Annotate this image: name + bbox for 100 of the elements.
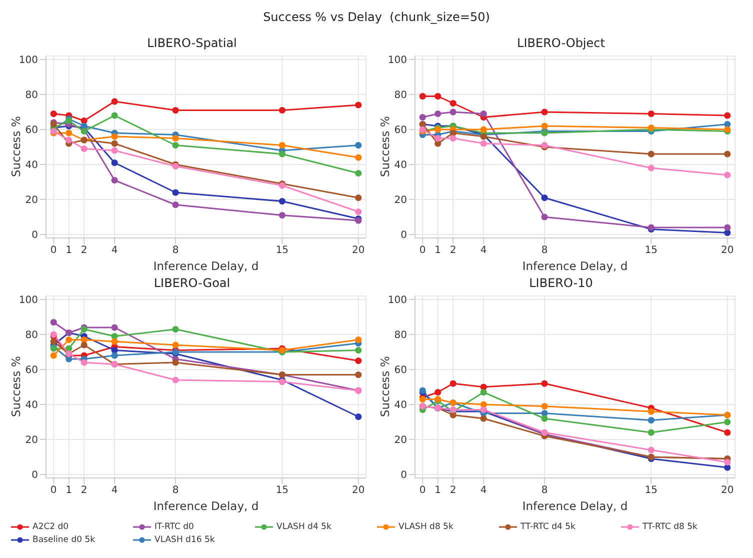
y-tick-label: 0 <box>400 470 407 482</box>
point <box>724 120 731 128</box>
point <box>66 336 72 344</box>
x-tick-label: 1 <box>434 485 442 496</box>
x-axis-title: Inference Delay, d <box>153 499 259 513</box>
x-tick-label: 15 <box>276 245 289 256</box>
point <box>434 92 442 100</box>
x-tick-label: 20 <box>352 245 365 256</box>
y-tick-label: 20 <box>394 195 407 206</box>
x-tick-label: 8 <box>541 245 548 256</box>
point <box>450 380 456 387</box>
legend-label: A2C2 d0 <box>32 522 69 532</box>
point <box>648 446 654 454</box>
x-tick-label: 2 <box>450 485 456 496</box>
point <box>172 134 179 142</box>
point <box>724 464 731 471</box>
point <box>50 338 57 345</box>
point <box>80 336 88 344</box>
point <box>172 106 179 114</box>
point <box>419 114 426 121</box>
point <box>172 142 179 149</box>
point <box>278 212 286 219</box>
x-axis-title: Inference Delay, d <box>522 259 628 273</box>
point <box>541 410 548 417</box>
x-tick-label: 1 <box>66 245 72 256</box>
point <box>450 100 456 107</box>
point <box>450 134 456 142</box>
point <box>648 408 654 415</box>
x-tick-label: 8 <box>541 485 548 496</box>
point <box>278 198 286 205</box>
x-tick-label: 15 <box>276 485 289 496</box>
y-tick-label: 40 <box>25 400 38 412</box>
point <box>355 413 362 420</box>
x-tick-label: 1 <box>66 485 72 496</box>
x-tick-label: 0 <box>419 485 426 496</box>
chart-title: LIBERO-Object <box>516 36 606 52</box>
point <box>724 458 731 466</box>
point <box>172 359 179 366</box>
point <box>111 147 118 154</box>
point <box>172 376 179 384</box>
y-axis-title: Success % <box>9 116 24 177</box>
legend-label: IT-RTC d0 <box>154 522 194 532</box>
point <box>111 346 118 354</box>
chart-title: LIBERO-Goal <box>152 276 232 292</box>
y-tick-label: 100 <box>18 55 38 66</box>
x-tick-label: 2 <box>80 485 88 496</box>
point <box>648 429 654 436</box>
y-axis-title: Success % <box>378 356 392 417</box>
point <box>355 371 362 378</box>
point <box>541 402 548 410</box>
point <box>480 126 487 133</box>
x-tick-label: 4 <box>480 245 487 256</box>
point <box>50 352 57 359</box>
point <box>480 140 487 147</box>
point <box>278 150 286 158</box>
legend-label: VLASH d16 5k <box>154 534 215 544</box>
point <box>111 176 118 184</box>
point <box>355 336 362 344</box>
point <box>724 429 731 436</box>
point <box>434 388 442 396</box>
point <box>66 136 72 144</box>
text: Success % vs Delay (chunk_size=50) <box>262 9 491 26</box>
x-tick-label: 0 <box>419 245 426 256</box>
point <box>541 380 548 387</box>
x-tick-label: 0 <box>50 485 57 496</box>
y-tick-label: 80 <box>394 330 407 342</box>
point <box>355 357 362 364</box>
point <box>355 194 362 202</box>
legend-label: TT-RTC d8 5k <box>642 522 698 532</box>
y-axis-title: Success % <box>9 356 24 417</box>
point <box>172 326 179 333</box>
point <box>80 145 88 152</box>
y-tick-label: 100 <box>18 295 38 306</box>
point <box>355 170 362 177</box>
point <box>355 154 362 161</box>
point <box>80 117 88 124</box>
y-tick-label: 100 <box>388 55 407 66</box>
y-tick-label: 60 <box>394 365 407 376</box>
point <box>111 140 118 147</box>
x-tick-label: 20 <box>721 245 734 256</box>
point <box>450 108 456 116</box>
point <box>111 112 118 119</box>
y-tick-label: 80 <box>25 330 38 342</box>
x-tick-label: 15 <box>644 485 658 496</box>
y-tick-label: 20 <box>25 435 38 446</box>
x-tick-label: 1 <box>434 245 442 256</box>
point <box>111 332 118 340</box>
point <box>541 194 548 202</box>
x-axis-title: Inference Delay, d <box>153 259 259 273</box>
y-tick-label: 60 <box>394 125 407 136</box>
y-tick-label: 0 <box>32 470 38 482</box>
x-tick-label: 2 <box>450 245 456 256</box>
point <box>355 102 362 108</box>
point <box>111 324 118 331</box>
y-tick-label: 20 <box>25 195 38 206</box>
x-tick-label: 20 <box>352 485 365 496</box>
point <box>724 112 731 119</box>
y-tick-label: 40 <box>25 160 38 172</box>
point <box>724 418 731 426</box>
y-tick-label: 0 <box>32 230 38 242</box>
